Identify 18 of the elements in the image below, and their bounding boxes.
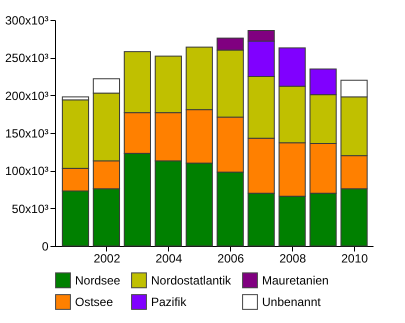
legend-label: Nordsee <box>75 273 121 288</box>
x-tick-label: 2010 <box>341 252 368 266</box>
x-tick-label: 2002 <box>94 252 121 266</box>
y-tick-label: 150x10³ <box>5 126 48 140</box>
legend-label: Nordostatlantik <box>151 273 232 288</box>
y-tick-label: 100x10³ <box>5 164 48 178</box>
y-tick-label: 50x10³ <box>12 202 48 216</box>
legend-label: Pazifik <box>151 295 188 309</box>
y-tick-label: 0 <box>42 240 49 254</box>
x-tick-label: 2008 <box>279 252 306 266</box>
legend-label: Unbenannt <box>262 295 322 309</box>
y-tick-label: 300x10³ <box>5 14 48 28</box>
legend-label: Ostsee <box>75 295 114 309</box>
y-tick-label: 250x10³ <box>5 51 48 66</box>
x-tick-label: 2004 <box>155 252 183 266</box>
legend-label: Mauretanien <box>262 273 329 288</box>
y-tick-label: 200x10³ <box>5 88 48 103</box>
x-tick-label: 2006 <box>217 252 244 266</box>
